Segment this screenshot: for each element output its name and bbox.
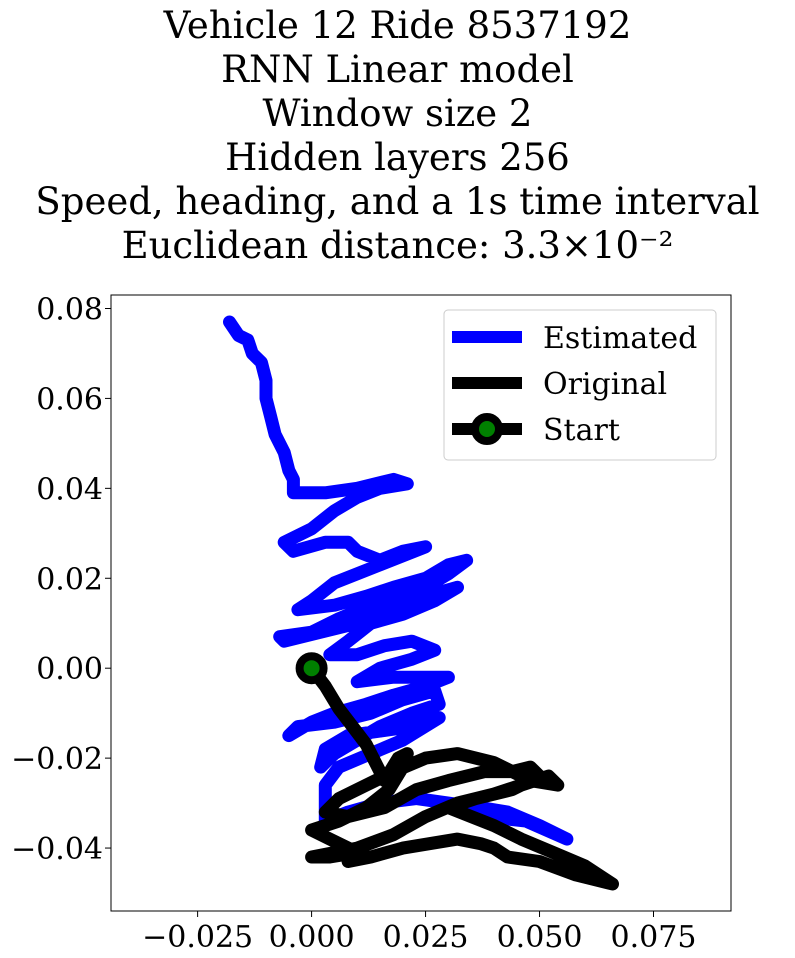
x-tick-label: 0.075 [611, 920, 697, 955]
legend-label-original: Original [543, 367, 667, 402]
title-line-model: RNN Linear model [221, 48, 574, 91]
y-tick-label: 0.04 [36, 472, 103, 507]
y-tick-label: −0.02 [11, 742, 103, 777]
data-layer [223, 315, 619, 891]
legend-label-estimated: Estimated [543, 321, 697, 356]
series-estimated-line [223, 315, 574, 846]
series-original-line [305, 661, 619, 891]
title-line-window: Window size 2 [262, 92, 533, 135]
title-line-distance: Euclidean distance: 3.3×10⁻² [121, 224, 674, 267]
legend: Estimated Original Start [443, 309, 717, 461]
start-marker [295, 652, 328, 685]
x-tick-label: 0.025 [383, 920, 469, 955]
legend-marker-start [471, 413, 503, 445]
legend-box [443, 309, 717, 461]
x-tick-label: −0.025 [142, 920, 253, 955]
title-line-vehicle: Vehicle 12 Ride 8537192 [163, 4, 632, 47]
y-tick-label: −0.04 [11, 832, 103, 867]
title-line-features: Speed, heading, and a 1s time interval [35, 180, 760, 223]
title-line-hidden: Hidden layers 256 [225, 136, 570, 179]
legend-label-start: Start [543, 413, 620, 448]
x-tick-label: 0.000 [269, 920, 355, 955]
y-tick-label: 0.06 [36, 382, 103, 417]
y-tick-label: 0.00 [36, 652, 103, 687]
ticks-layer: −0.025 0.000 0.025 0.050 0.075 0.08 0.06 0.04 0.… [11, 292, 696, 955]
y-tick-label: 0.02 [36, 562, 103, 597]
x-tick-label: 0.050 [497, 920, 583, 955]
y-tick-label: 0.08 [36, 292, 103, 327]
chart-title: Vehicle 12 Ride 8537192 RNN Linear model… [0, 4, 795, 268]
axes-frame [110, 294, 732, 912]
